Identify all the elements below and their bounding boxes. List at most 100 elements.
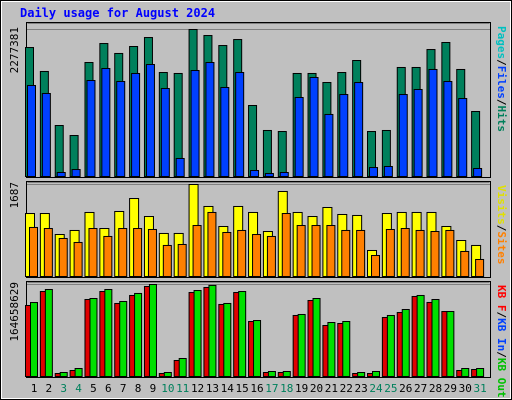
bar (29, 226, 38, 278)
bar (43, 228, 53, 278)
x-tick-label: 12 (191, 382, 204, 395)
x-tick-label: 26 (399, 382, 412, 395)
bar (266, 235, 276, 277)
bar (294, 96, 304, 177)
y-tick-label: 1687 (8, 182, 21, 209)
bar (460, 250, 470, 277)
y-tick-label: 2277381 (8, 27, 21, 73)
bar (163, 371, 172, 378)
x-tick-label: 24 (369, 382, 383, 395)
y-tick-label: 164658629 (8, 282, 21, 342)
bar (324, 113, 334, 177)
bar (134, 292, 143, 378)
bar (178, 357, 187, 377)
x-tick-label: 5 (90, 382, 97, 395)
bar (385, 228, 395, 277)
x-tick-label: 13 (206, 382, 219, 395)
bar (235, 72, 245, 177)
bar (207, 211, 217, 277)
bar (41, 92, 51, 177)
legend: Visits/Sites (495, 185, 508, 265)
bar (58, 237, 68, 278)
x-tick-label: 10 (161, 382, 174, 395)
bar (238, 291, 247, 377)
bar (103, 235, 113, 277)
bar (279, 171, 289, 177)
legend: KB F/KB In/KB Out (495, 285, 508, 398)
legend-item: Visits (495, 185, 508, 225)
bar (253, 320, 262, 377)
legend-item: Files (495, 66, 508, 99)
x-tick-label: 15 (236, 382, 249, 395)
bar (342, 320, 351, 377)
bar (89, 298, 98, 377)
bar (431, 299, 440, 378)
x-tick-label: 7 (120, 382, 127, 395)
bar (131, 72, 141, 177)
bar (369, 167, 379, 177)
bar (44, 289, 53, 377)
bar (371, 255, 381, 278)
bar (74, 367, 83, 378)
x-tick-label: 16 (250, 382, 263, 395)
bar (416, 294, 425, 377)
bar (250, 169, 260, 178)
bar (118, 228, 128, 278)
bar (177, 243, 187, 277)
bar (252, 234, 262, 278)
bar (267, 370, 276, 378)
legend-separator: / (495, 225, 508, 232)
x-tick-label: 8 (135, 382, 142, 395)
x-tick-label: 28 (429, 382, 442, 395)
bar (205, 62, 215, 177)
bar (357, 371, 366, 378)
x-tick-label: 21 (325, 382, 338, 395)
bar (54, 125, 64, 178)
bar (193, 290, 202, 378)
x-tick-label: 19 (295, 382, 308, 395)
bar (398, 94, 408, 177)
bar (220, 86, 230, 177)
bar (311, 225, 321, 277)
x-tick-label: 22 (340, 382, 353, 395)
bar (30, 302, 38, 378)
x-tick-label: 17 (265, 382, 278, 395)
bar (104, 289, 113, 377)
bar (27, 84, 36, 177)
bar (248, 104, 258, 177)
bar (372, 370, 381, 378)
bar (222, 231, 232, 277)
bar (208, 284, 217, 377)
bar (327, 321, 336, 377)
bar (415, 229, 425, 277)
bar (59, 371, 68, 378)
bar (443, 80, 453, 177)
bar (262, 129, 272, 178)
bar (162, 244, 172, 278)
x-tick-label: 31 (473, 382, 486, 395)
legend-item: Sites (495, 231, 508, 264)
bar (237, 229, 247, 277)
x-tick-label: 29 (444, 382, 457, 395)
bar (473, 167, 483, 177)
bar (282, 370, 291, 378)
chart-title: Daily usage for August 2024 (20, 6, 215, 20)
bar (71, 169, 81, 178)
legend-separator: / (495, 312, 508, 319)
legend: Pages/Files/Hits (495, 26, 508, 132)
bar (475, 258, 485, 277)
legend-item: Pages (495, 26, 508, 59)
legend-separator: / (495, 99, 508, 106)
legend-item: KB In (495, 318, 508, 351)
bar (223, 302, 232, 377)
bar (461, 367, 470, 378)
bar (192, 225, 202, 277)
bar (264, 173, 274, 177)
bar (73, 241, 83, 278)
bar (190, 70, 200, 177)
legend-item: KB Out (495, 358, 508, 398)
bar (277, 131, 287, 177)
x-tick-label: 4 (75, 382, 82, 395)
